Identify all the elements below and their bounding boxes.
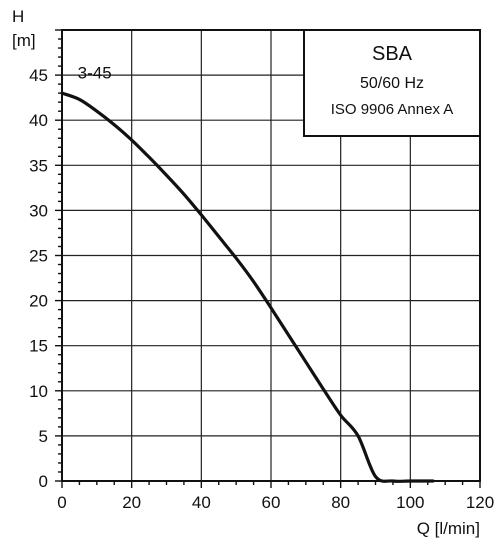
y-tick-label: 35 (29, 156, 48, 175)
y-tick-label: 40 (29, 111, 48, 130)
x-axis-title: Q [l/min] (417, 519, 480, 538)
legend-frame (303, 29, 481, 137)
series-curves: 3-45 (60, 64, 435, 483)
y-tick-labels: 0 5 10 15 20 25 30 35 40 45 (29, 66, 48, 491)
x-tick-label: 60 (262, 493, 281, 512)
y-axis-title: H (12, 7, 24, 26)
x-tick-label: 20 (122, 493, 141, 512)
x-tick-label: 0 (57, 493, 66, 512)
y-tick-label: 30 (29, 201, 48, 220)
legend-standard: ISO 9906 Annex A (331, 101, 454, 118)
plot-frame (61, 29, 481, 482)
series-label-3-45: 3-45 (78, 64, 112, 83)
legend-frequency: 50/60 Hz (360, 75, 424, 92)
series-line-3-45 (60, 91, 435, 483)
y-tick-label: 45 (29, 66, 48, 85)
x-tick-label: 120 (466, 493, 494, 512)
legend-title: SBA (372, 43, 413, 65)
x-tick-labels: 0 20 40 60 80 100 120 (57, 493, 494, 512)
y-tick-label: 5 (39, 427, 48, 446)
y-tick-label: 10 (29, 382, 48, 401)
x-tick-label: 80 (331, 493, 350, 512)
x-tick-label: 40 (192, 493, 211, 512)
y-tick-label: 15 (29, 337, 48, 356)
y-tick-label: 0 (39, 472, 48, 491)
y-tick-label: 20 (29, 292, 48, 311)
y-tick-label: 25 (29, 247, 48, 266)
legend-box: SBA 50/60 Hz ISO 9906 Annex A (303, 29, 481, 137)
x-tick-label: 100 (396, 493, 424, 512)
y-axis-unit: [m] (12, 31, 36, 50)
